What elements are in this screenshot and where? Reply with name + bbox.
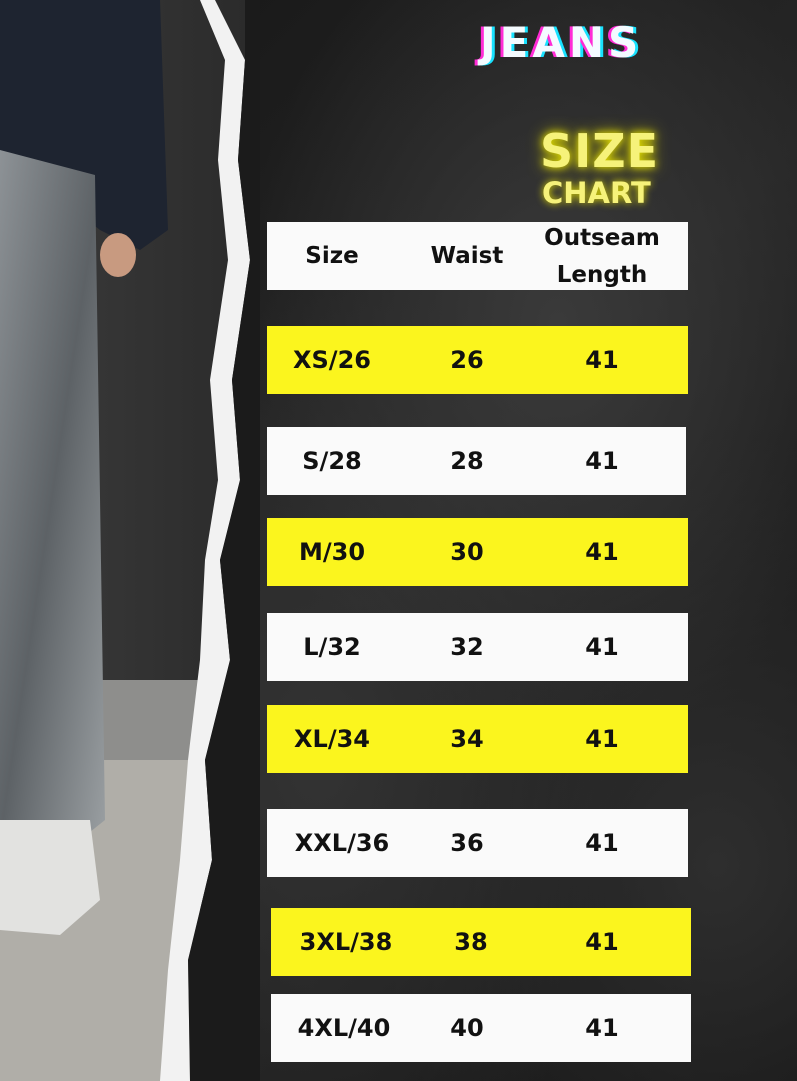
waist-cell: 40	[450, 1014, 484, 1042]
outseam-cell: 41	[585, 928, 619, 956]
outseam-cell: 41	[585, 725, 619, 753]
outseam-cell: 41	[585, 447, 619, 475]
waist-cell: 30	[450, 538, 484, 566]
size-cell: XS/26	[293, 346, 371, 374]
size-cell: M/30	[298, 538, 366, 566]
table-header: Size Waist Outseam Length	[267, 222, 688, 290]
table-row: 4XL/40 40 41	[271, 994, 691, 1062]
header-outseam: Outseam	[544, 225, 660, 251]
heading-chart: CHART	[542, 176, 651, 210]
size-cell: 4XL/40	[297, 1014, 391, 1042]
size-cell: S/28	[302, 447, 362, 475]
waist-cell: 38	[454, 928, 488, 956]
waist-cell: 26	[450, 346, 484, 374]
brand-title: JEANS	[480, 18, 643, 67]
table-row: L/32 32 41	[267, 613, 688, 681]
table-row: XXL/36 36 41	[267, 809, 688, 877]
header-size: Size	[305, 243, 359, 269]
outseam-cell: 41	[585, 633, 619, 661]
model-photo	[0, 0, 260, 1081]
size-cell: XXL/36	[294, 829, 390, 857]
size-cell: 3XL/38	[299, 928, 393, 956]
outseam-cell: 41	[585, 538, 619, 566]
heading-size: SIZE	[540, 124, 660, 178]
header-length: Length	[556, 262, 648, 288]
table-row: 3XL/38 38 41	[271, 908, 691, 976]
outseam-cell: 41	[585, 346, 619, 374]
table-row: M/30 30 41	[267, 518, 688, 586]
header-waist: Waist	[430, 243, 504, 269]
size-cell: L/32	[303, 633, 361, 661]
table-row: XL/34 34 41	[267, 705, 688, 773]
waist-cell: 32	[450, 633, 484, 661]
waist-cell: 34	[450, 725, 484, 753]
table-row: XS/26 26 41	[267, 326, 688, 394]
table-row: S/28 28 41	[267, 427, 686, 495]
size-cell: XL/34	[294, 725, 370, 753]
outseam-cell: 41	[585, 829, 619, 857]
waist-cell: 36	[450, 829, 484, 857]
waist-cell: 28	[450, 447, 484, 475]
outseam-cell: 41	[585, 1014, 619, 1042]
